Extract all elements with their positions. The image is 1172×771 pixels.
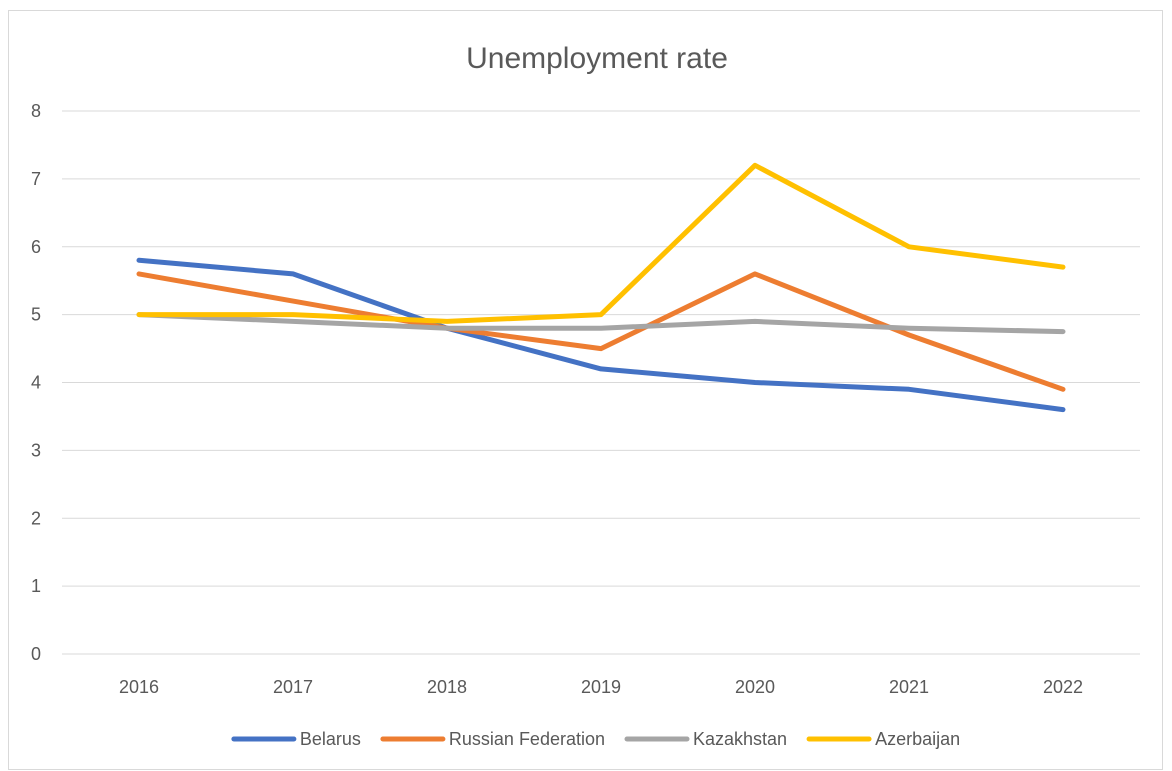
chart-title: Unemployment rate (466, 42, 728, 75)
x-tick-label: 2017 (273, 677, 313, 697)
x-tick-label: 2018 (427, 677, 467, 697)
x-tick-label: 2020 (735, 677, 775, 697)
y-tick-label: 0 (31, 644, 41, 664)
x-tick-label: 2016 (119, 677, 159, 697)
x-axis-ticks: 2016 2017 2018 2019 2020 2021 2022 (119, 677, 1083, 697)
legend-label: Azerbaijan (875, 729, 960, 749)
series-line-azerbaijan (136, 162, 1066, 324)
series-lines (136, 162, 1066, 413)
chart-frame (8, 10, 1163, 770)
legend: Belarus Russian Federation Kazakhstan Azerb… (231, 729, 960, 749)
series-line-russian-federation (136, 271, 1066, 392)
legend-label: Kazakhstan (693, 729, 787, 749)
y-tick-label: 6 (31, 237, 41, 257)
legend-label: Russian Federation (449, 729, 605, 749)
y-tick-label: 3 (31, 440, 41, 460)
x-tick-label: 2021 (889, 677, 929, 697)
x-tick-label: 2019 (581, 677, 621, 697)
y-tick-label: 7 (31, 169, 41, 189)
y-tick-label: 1 (31, 576, 41, 596)
y-tick-label: 4 (31, 373, 41, 393)
y-tick-label: 2 (31, 508, 41, 528)
y-tick-label: 5 (31, 305, 41, 325)
x-tick-label: 2022 (1043, 677, 1083, 697)
y-axis-ticks: 0 1 2 3 4 5 6 7 8 (31, 101, 41, 664)
series-line-kazakhstan (136, 312, 1066, 335)
series-line-belarus (136, 257, 1066, 413)
y-tick-label: 8 (31, 101, 41, 121)
legend-label: Belarus (300, 729, 361, 749)
gridlines (62, 110, 1140, 655)
